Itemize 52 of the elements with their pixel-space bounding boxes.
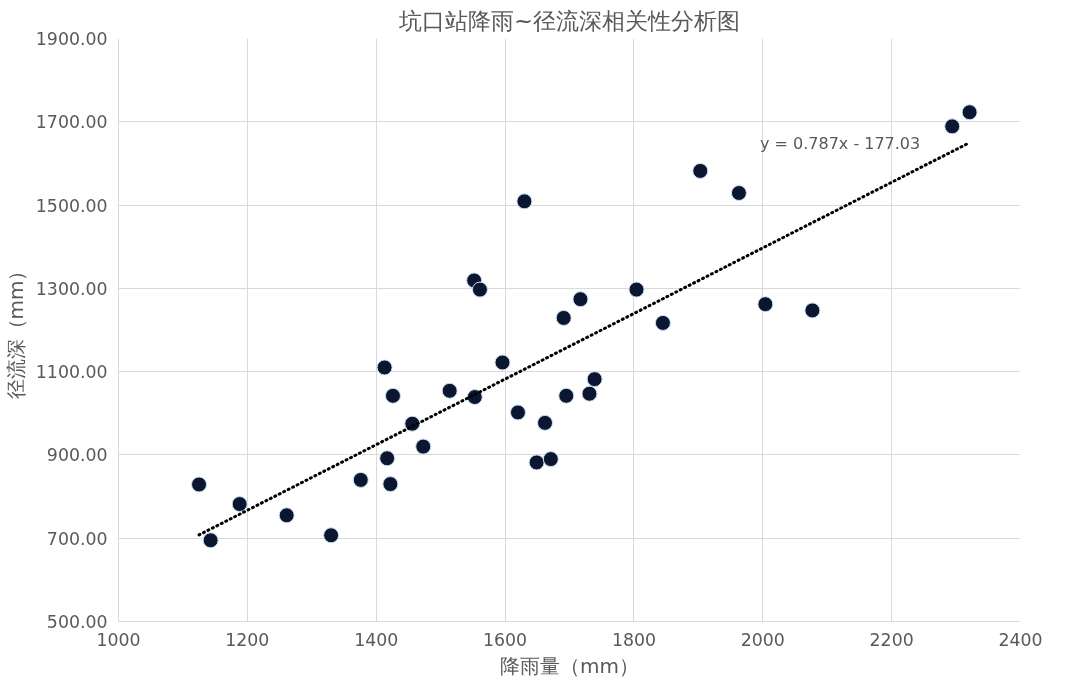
point — [191, 476, 208, 493]
point — [730, 185, 747, 201]
annotation: y = 0.787x - 177.03 — [759, 133, 921, 153]
point — [555, 309, 572, 326]
point — [757, 296, 774, 313]
point — [961, 104, 978, 121]
y-tick-label: 1500.00 — [35, 195, 108, 216]
point — [231, 496, 248, 513]
point — [804, 302, 821, 319]
y-tick-label: 1300.00 — [35, 278, 108, 299]
point — [352, 471, 369, 488]
point — [471, 281, 488, 298]
point — [376, 359, 393, 376]
x-axis-title: 降雨量（mm） — [500, 653, 639, 678]
x-tick-label: 2000 — [740, 629, 785, 650]
point — [202, 532, 219, 549]
point — [441, 382, 458, 399]
point — [323, 527, 340, 544]
point — [537, 414, 554, 431]
point — [944, 118, 961, 135]
point — [415, 438, 432, 455]
y-tick-label: 1100.00 — [35, 362, 108, 383]
point — [516, 193, 533, 210]
point — [654, 314, 671, 331]
point — [586, 371, 603, 388]
y-axis-title: 径流深（mm） — [3, 260, 28, 400]
x-tick-label: 2400 — [998, 629, 1043, 650]
point — [278, 507, 295, 524]
point — [558, 387, 575, 404]
x-tick-label: 1400 — [354, 629, 399, 650]
point — [509, 404, 526, 421]
y-tick-label: 500.00 — [46, 612, 108, 632]
point — [542, 451, 559, 468]
point — [692, 162, 709, 179]
point — [581, 385, 598, 402]
y-tick-label: 900.00 — [46, 445, 108, 466]
y-tick-label: 1900.00 — [35, 29, 108, 49]
x-tick-label: 1600 — [483, 629, 528, 650]
point — [379, 450, 396, 467]
point — [528, 454, 545, 471]
x-tick-label: 1800 — [611, 629, 656, 650]
y-tick-label: 700.00 — [46, 528, 108, 549]
x-tick-label: 2200 — [869, 629, 914, 650]
point — [572, 291, 589, 308]
y-tick-label: 1700.00 — [35, 112, 108, 133]
point — [384, 387, 401, 404]
point — [628, 281, 645, 298]
chart-title: 坑口站降雨~径流深相关性分析图 — [398, 7, 740, 34]
point — [382, 476, 399, 493]
x-tick-label: 1200 — [225, 629, 270, 650]
point — [494, 354, 511, 371]
x-tick-label: 1000 — [96, 629, 141, 650]
